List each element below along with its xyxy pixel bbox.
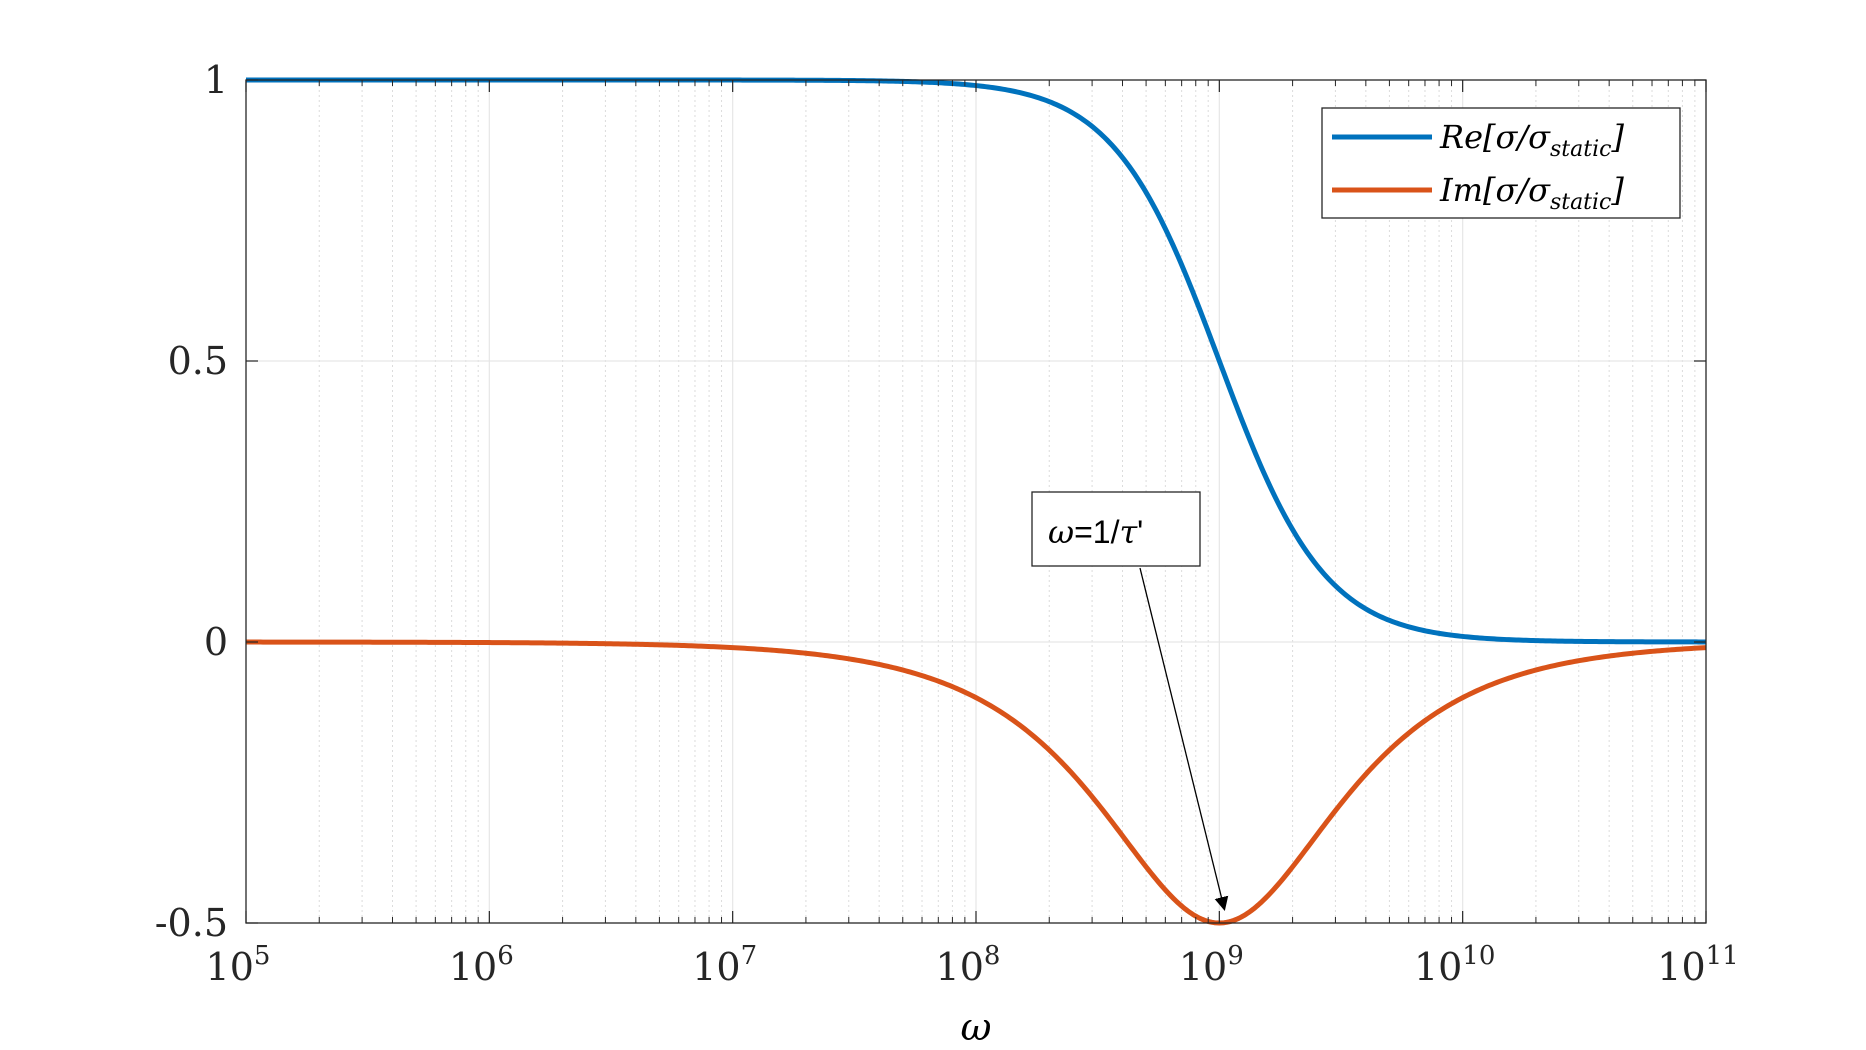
grid [246, 80, 1706, 923]
tick-marks [245, 79, 1707, 924]
annotation-omega: ω [1048, 513, 1074, 551]
x-tick-label: 105 [206, 941, 271, 989]
legend-label-re-close: ] [1610, 118, 1624, 156]
annotation-label: ω=1/τ' [1048, 513, 1143, 551]
x-tick-label: 109 [1179, 941, 1244, 989]
x-tick-labels: 105 106 107 108 109 1010 1011 [206, 941, 1739, 989]
annotation-eq: =1/ [1074, 514, 1119, 550]
legend-label-re: Re[σ/σstatic] [1439, 118, 1624, 162]
y-tick-labels: 1 0.5 0 -0.5 [155, 58, 228, 945]
annotation-arrow [1139, 567, 1229, 911]
x-axis-label: ω [961, 1005, 992, 1049]
y-tick-label: 1 [204, 58, 228, 102]
x-tick-label: 1011 [1657, 941, 1738, 989]
legend-label-im-sub: static [1550, 190, 1611, 215]
x-tick-label: 106 [449, 941, 514, 989]
legend-box [1321, 107, 1681, 219]
legend-label-im: Im[σ/σstatic] [1439, 171, 1624, 215]
x-tick-label: 108 [936, 941, 1001, 989]
legend: Re[σ/σstatic] Im[σ/σstatic] [1321, 107, 1681, 219]
y-tick-label: 0.5 [168, 339, 228, 383]
x-tick-label: 1010 [1414, 941, 1495, 989]
legend-label-re-main: Re[σ/σ [1439, 118, 1551, 156]
annotation: ω=1/τ' [1031, 491, 1229, 911]
y-tick-label: 0 [204, 620, 228, 664]
y-tick-label: -0.5 [155, 901, 228, 945]
legend-label-im-close: ] [1610, 171, 1624, 209]
legend-label-im-main: Im[σ/σ [1439, 171, 1551, 209]
annotation-tau: τ [1119, 513, 1138, 551]
annotation-prime: ' [1137, 514, 1143, 550]
annotation-box [1031, 491, 1201, 567]
legend-label-re-sub: static [1550, 137, 1611, 162]
series-line-im [245, 639, 1707, 926]
x-tick-label: 107 [692, 941, 757, 989]
